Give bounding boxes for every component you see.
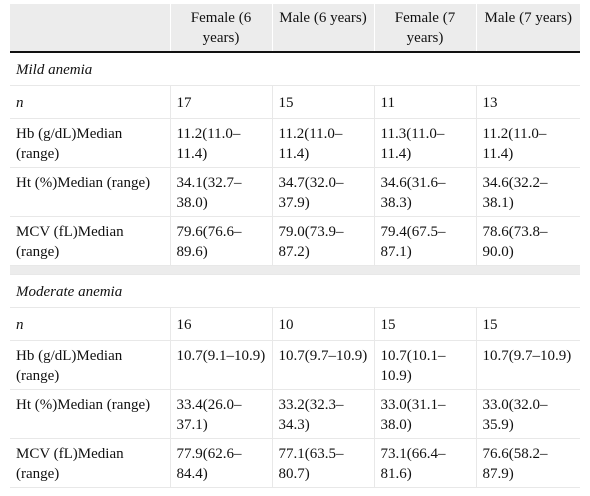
table-cell: 34.6(32.2–38.1) — [475, 167, 580, 217]
table-cell: 34.1(32.7–38.0) — [169, 167, 272, 217]
table-cell: 33.2(32.3–34.3) — [271, 389, 374, 439]
anemia-table: Female (6 years) Male (6 years) Female (… — [10, 4, 580, 488]
table-cell: 10.7(9.7–10.9) — [271, 340, 374, 390]
table-cell: 13 — [475, 85, 580, 119]
table-row: n 16 10 15 15 — [10, 307, 580, 341]
table-cell: 10 — [271, 307, 374, 341]
row-label: n — [10, 307, 170, 341]
header-blank — [10, 4, 170, 53]
section-divider — [10, 265, 580, 275]
table-row: MCV (fL)Median (range) 77.9(62.6–84.4) 7… — [10, 438, 580, 488]
row-label: Ht (%)Median (range) — [10, 389, 170, 439]
table-cell: 10.7(9.7–10.9) — [475, 340, 580, 390]
table-cell: 34.7(32.0–37.9) — [271, 167, 374, 217]
table-cell: 10.7(10.1–10.9) — [373, 340, 476, 390]
table-cell: 16 — [169, 307, 272, 341]
section-title: Moderate anemia — [10, 274, 580, 308]
header-row: Female (6 years) Male (6 years) Female (… — [10, 4, 580, 53]
header-male-7: Male (7 years) — [475, 4, 580, 53]
header-male-6: Male (6 years) — [271, 4, 374, 53]
divider-cell — [10, 265, 580, 275]
table-row: Hb (g/dL)Median (range) 10.7(9.1–10.9) 1… — [10, 340, 580, 390]
section-title: Mild anemia — [10, 52, 580, 86]
table-row: Ht (%)Median (range) 33.4(26.0–37.1) 33.… — [10, 389, 580, 439]
table-cell: 79.6(76.6–89.6) — [169, 216, 272, 266]
table-row: n 17 15 11 13 — [10, 85, 580, 119]
table-cell: 78.6(73.8–90.0) — [475, 216, 580, 266]
section-row-mild: Mild anemia — [10, 52, 580, 86]
table-row: Ht (%)Median (range) 34.1(32.7–38.0) 34.… — [10, 167, 580, 217]
table-cell: 17 — [169, 85, 272, 119]
table-row: MCV (fL)Median (range) 79.6(76.6–89.6) 7… — [10, 216, 580, 266]
table-cell: 33.4(26.0–37.1) — [169, 389, 272, 439]
table-cell: 79.4(67.5–87.1) — [373, 216, 476, 266]
table-cell: 15 — [271, 85, 374, 119]
table-cell: 73.1(66.4–81.6) — [373, 438, 476, 488]
table-cell: 34.6(31.6–38.3) — [373, 167, 476, 217]
section-row-moderate: Moderate anemia — [10, 274, 580, 308]
table-cell: 11.2(11.0–11.4) — [169, 118, 272, 168]
row-label: Hb (g/dL)Median (range) — [10, 340, 170, 390]
row-label: Ht (%)Median (range) — [10, 167, 170, 217]
row-label: MCV (fL)Median (range) — [10, 216, 170, 266]
table-cell: 15 — [373, 307, 476, 341]
table-cell: 33.0(31.1–38.0) — [373, 389, 476, 439]
table-row: Hb (g/dL)Median (range) 11.2(11.0–11.4) … — [10, 118, 580, 168]
table-cell: 79.0(73.9–87.2) — [271, 216, 374, 266]
table-cell: 77.9(62.6–84.4) — [169, 438, 272, 488]
header-female-6: Female (6 years) — [169, 4, 272, 53]
table-cell: 11.2(11.0–11.4) — [475, 118, 580, 168]
row-label: n — [10, 85, 170, 119]
header-female-7: Female (7 years) — [373, 4, 476, 53]
table-cell: 11.2(11.0–11.4) — [271, 118, 374, 168]
table-cell: 77.1(63.5–80.7) — [271, 438, 374, 488]
table-cell: 11 — [373, 85, 476, 119]
table-cell: 11.3(11.0–11.4) — [373, 118, 476, 168]
row-label: MCV (fL)Median (range) — [10, 438, 170, 488]
table-cell: 15 — [475, 307, 580, 341]
table-cell: 33.0(32.0–35.9) — [475, 389, 580, 439]
table-cell: 10.7(9.1–10.9) — [169, 340, 272, 390]
table-cell: 76.6(58.2–87.9) — [475, 438, 580, 488]
row-label: Hb (g/dL)Median (range) — [10, 118, 170, 168]
